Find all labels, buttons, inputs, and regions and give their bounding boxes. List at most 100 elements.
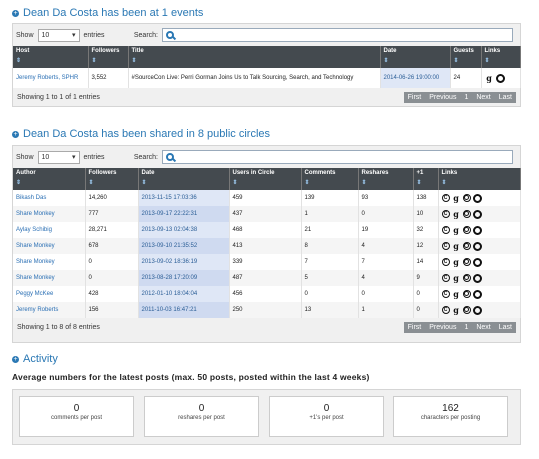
google-plus-icon[interactable]: g: [453, 288, 459, 299]
followers-cell: 0: [85, 254, 139, 270]
google-plus-icon[interactable]: g: [453, 272, 459, 283]
circle-share-icon[interactable]: [462, 242, 471, 250]
pager-1-button[interactable]: 1: [464, 93, 469, 101]
swirl-icon[interactable]: [472, 305, 482, 315]
circle-share-icon[interactable]: [462, 290, 471, 298]
google-plus-icon[interactable]: g: [486, 72, 492, 83]
swirl-icon[interactable]: [495, 73, 505, 83]
circle-share-icon[interactable]: [462, 306, 471, 314]
swirl-icon[interactable]: [472, 273, 482, 283]
circlecount-icon[interactable]: C: [441, 210, 450, 218]
circle-share-icon[interactable]: [462, 226, 471, 234]
entries-select[interactable]: 10 ▾: [37, 28, 80, 42]
pager-previous-button[interactable]: Previous: [429, 323, 457, 331]
circlecount-icon[interactable]: C: [441, 290, 450, 298]
users-cell: 413: [229, 238, 302, 254]
author-link[interactable]: Aylay Schibig: [16, 227, 52, 233]
followers-cell: 678: [85, 238, 139, 254]
column-header[interactable]: Date ⇕: [380, 46, 451, 68]
column-header[interactable]: Author ⇕: [13, 168, 86, 190]
circlecount-icon[interactable]: C: [441, 194, 450, 202]
sort-icon: ⇕: [304, 180, 310, 186]
stat-value: 162: [442, 403, 459, 414]
column-header[interactable]: Links ⇕: [481, 46, 521, 68]
column-header[interactable]: Links ⇕: [438, 168, 521, 190]
circle-share-icon[interactable]: [462, 274, 471, 282]
events-table: Host ⇕ Followers ⇕ Title ⇕ Date ⇕ Guests ⇕ Links ⇕ …: [13, 46, 521, 88]
pager-last-button[interactable]: Last: [498, 323, 512, 331]
column-header[interactable]: Reshares ⇕: [358, 168, 414, 190]
circlecount-icon[interactable]: C: [441, 306, 450, 314]
users-cell: 459: [229, 190, 302, 206]
swirl-icon[interactable]: [472, 209, 482, 219]
column-header[interactable]: Users in Circle ⇕: [229, 168, 302, 190]
circles-section-title[interactable]: + Dean Da Costa has been shared in 8 pub…: [12, 128, 270, 140]
google-plus-icon[interactable]: g: [453, 240, 459, 251]
sort-icon: ⇕: [383, 58, 389, 64]
column-header[interactable]: +1 ⇕: [413, 168, 439, 190]
author-link[interactable]: Share Monkey: [16, 275, 55, 281]
circlecount-icon[interactable]: C: [441, 258, 450, 266]
search-input[interactable]: [162, 28, 513, 42]
reshares-cell: 7: [358, 254, 414, 270]
entries-select[interactable]: 10 ▾: [37, 150, 80, 164]
pager-1-button[interactable]: 1: [464, 323, 469, 331]
host-link[interactable]: Jeremy Roberts, SPHR: [16, 75, 79, 81]
sort-icon: ⇕: [16, 180, 22, 186]
author-link[interactable]: Share Monkey: [16, 259, 55, 265]
sort-icon: ⇕: [16, 58, 22, 64]
google-plus-icon[interactable]: g: [453, 304, 459, 315]
swirl-icon[interactable]: [472, 193, 482, 203]
date-cell: 2013-09-10 21:35:52: [138, 238, 230, 254]
column-header[interactable]: Host ⇕: [13, 46, 89, 68]
activity-section-title[interactable]: + Activity: [12, 353, 58, 365]
swirl-icon[interactable]: [472, 241, 482, 251]
users-cell: 468: [229, 222, 302, 238]
search-input[interactable]: [162, 150, 513, 164]
circlecount-icon[interactable]: C: [441, 242, 450, 250]
column-header[interactable]: Followers ⇕: [88, 46, 129, 68]
column-header[interactable]: Guests ⇕: [450, 46, 482, 68]
events-title: Dean Da Costa has been at 1 events: [23, 7, 204, 19]
column-header[interactable]: Title ⇕: [128, 46, 381, 68]
column-header[interactable]: Date ⇕: [138, 168, 230, 190]
show-label: Show: [16, 153, 34, 161]
author-link[interactable]: Share Monkey: [16, 211, 55, 217]
reshares-cell: 93: [358, 190, 414, 206]
column-header[interactable]: Comments ⇕: [301, 168, 359, 190]
swirl-icon[interactable]: [472, 289, 482, 299]
events-section-title[interactable]: + Dean Da Costa has been at 1 events: [12, 7, 203, 19]
pager-previous-button[interactable]: Previous: [429, 93, 457, 101]
circle-share-icon[interactable]: [462, 210, 471, 218]
reshares-cell: 19: [358, 222, 414, 238]
circle-share-icon[interactable]: [462, 194, 471, 202]
circle-share-icon[interactable]: [462, 258, 471, 266]
table-row: Share Monkey 0 2013-09-02 18:36:19 339 7 7 14 C…: [13, 254, 521, 270]
comments-cell: 13: [301, 302, 359, 318]
pager-first-button[interactable]: First: [407, 323, 422, 331]
circlecount-icon[interactable]: C: [441, 274, 450, 282]
comments-cell: 21: [301, 222, 359, 238]
google-plus-icon[interactable]: g: [453, 224, 459, 235]
pager-first-button[interactable]: First: [407, 93, 422, 101]
swirl-icon[interactable]: [472, 257, 482, 267]
table-row: Jeremy Roberts 156 2011-10-03 16:47:21 250 1…: [13, 302, 521, 318]
pager-last-button[interactable]: Last: [498, 93, 512, 101]
pager-next-button[interactable]: Next: [476, 323, 491, 331]
activity-subtitle: Average numbers for the latest posts (ma…: [12, 372, 370, 382]
author-link[interactable]: Share Monkey: [16, 243, 55, 249]
pagination: First Previous 1 Next Last: [403, 321, 516, 333]
google-plus-icon[interactable]: g: [453, 192, 459, 203]
author-link[interactable]: Bikash Das: [16, 195, 47, 201]
date-cell: 2014-06-26 19:00:00: [380, 68, 451, 88]
google-plus-icon[interactable]: g: [453, 208, 459, 219]
plus-circle-icon: +: [12, 9, 19, 17]
column-header[interactable]: Followers ⇕: [85, 168, 139, 190]
plus-cell: 0: [413, 286, 439, 302]
pager-next-button[interactable]: Next: [476, 93, 491, 101]
swirl-icon[interactable]: [472, 225, 482, 235]
author-link[interactable]: Peggy McKee: [16, 291, 54, 297]
author-link[interactable]: Jeremy Roberts: [16, 307, 59, 313]
google-plus-icon[interactable]: g: [453, 256, 459, 267]
circlecount-icon[interactable]: C: [441, 226, 450, 234]
